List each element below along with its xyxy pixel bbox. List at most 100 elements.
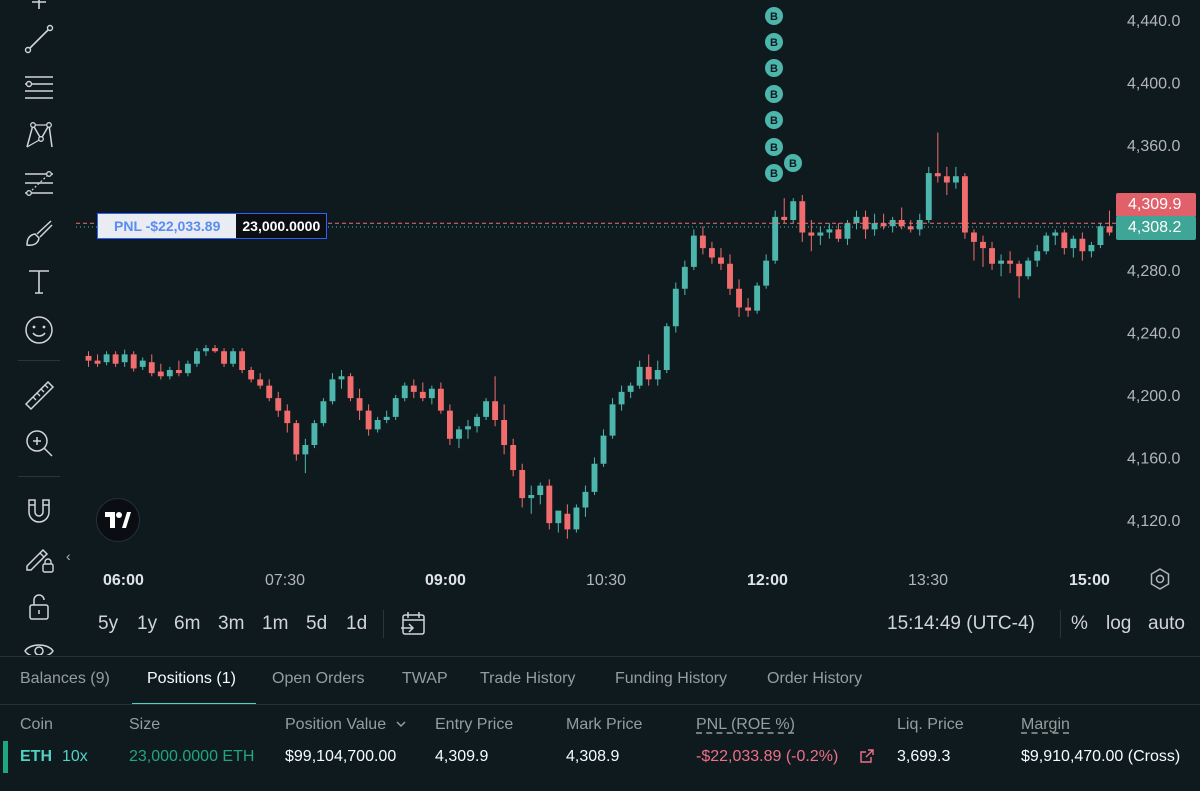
- emoji-icon[interactable]: [18, 309, 60, 351]
- time-range-bar: 5y 1y 6m 3m 1m 5d 1d % log auto: [0, 600, 1200, 650]
- chart-clock[interactable]: 15:14:49 (UTC-4): [887, 613, 1035, 634]
- candle-body: [519, 470, 526, 499]
- y-axis-tick-label: 4,240.0: [1127, 326, 1180, 343]
- range-1d-button[interactable]: 1d: [346, 613, 368, 634]
- range-1m-button[interactable]: 1m: [262, 613, 289, 634]
- unlock-icon[interactable]: [18, 585, 60, 627]
- brush-icon[interactable]: [18, 212, 60, 254]
- candle-body: [799, 201, 806, 233]
- buy-marker: [784, 154, 802, 172]
- range-6m-button[interactable]: 6m: [174, 613, 201, 634]
- candle-body: [636, 366, 643, 386]
- candle-body: [356, 398, 363, 411]
- magnet-icon[interactable]: [18, 489, 60, 531]
- y-axis-tick-label: 4,400.0: [1127, 76, 1180, 93]
- header-position-value[interactable]: Position Value: [285, 716, 407, 734]
- header-entry-price: Entry Price: [435, 716, 514, 733]
- candle-body: [1106, 226, 1113, 233]
- buy-marker: [765, 59, 783, 77]
- tab-balances[interactable]: Balances (9): [20, 670, 110, 687]
- tab-open-orders[interactable]: Open Orders: [272, 670, 365, 687]
- horizontal-lines-icon[interactable]: [18, 66, 60, 108]
- tab-twap[interactable]: TWAP: [402, 670, 448, 687]
- candle-body: [121, 354, 128, 363]
- eye-icon[interactable]: [18, 633, 60, 655]
- text-icon[interactable]: [18, 260, 60, 302]
- tab-funding-history[interactable]: Funding History: [615, 670, 728, 687]
- candle-body: [302, 445, 309, 455]
- go-to-date-icon[interactable]: [399, 610, 427, 638]
- candle-body: [1016, 263, 1023, 277]
- y-axis-tick-label: 4,280.0: [1127, 263, 1180, 280]
- candle-body: [221, 351, 227, 364]
- pattern-icon[interactable]: [18, 114, 60, 156]
- candle-body: [501, 420, 508, 445]
- candle-body: [781, 216, 788, 220]
- position-entry-price: 4,309.9: [435, 748, 489, 765]
- share-pnl-icon[interactable]: [860, 749, 874, 763]
- x-axis-tick-label: 12:00: [747, 572, 788, 589]
- candle-body: [528, 495, 535, 499]
- candle-body: [130, 354, 137, 369]
- range-3m-button[interactable]: 3m: [218, 613, 245, 634]
- candle-body: [880, 223, 887, 227]
- position-coin[interactable]: ETH: [20, 748, 52, 765]
- x-axis-tick-label: 10:30: [586, 572, 626, 589]
- candle-body: [853, 216, 860, 224]
- percent-scale-button[interactable]: %: [1071, 613, 1088, 634]
- lock-drawings-icon[interactable]: [18, 537, 60, 579]
- tradingview-logo[interactable]: [96, 498, 140, 542]
- candle-body: [663, 326, 670, 370]
- candle-body: [699, 235, 706, 249]
- candle-body: [410, 385, 417, 392]
- header-position-value-label: Position Value: [285, 716, 387, 733]
- position-liq-price: 3,699.3: [897, 748, 951, 765]
- candle-body: [645, 366, 652, 380]
- candle-body: [907, 226, 914, 230]
- pnl-label: PNL -$22,033.89: [98, 214, 237, 238]
- range-1y-button[interactable]: 1y: [137, 613, 158, 634]
- candle-body: [754, 285, 761, 311]
- candle-body: [989, 248, 995, 264]
- candle-body: [284, 410, 291, 424]
- ruler-icon[interactable]: [18, 374, 60, 416]
- pnl-position-box[interactable]: PNL -$22,033.89 23,000.0000: [97, 213, 328, 239]
- zoom-in-icon[interactable]: [18, 422, 60, 464]
- x-axis-tick-label: 09:00: [425, 572, 466, 589]
- tab-trade-history[interactable]: Trade History: [480, 670, 576, 687]
- range-5y-button[interactable]: 5y: [98, 613, 119, 634]
- auto-scale-button[interactable]: auto: [1148, 613, 1185, 634]
- crosshair-icon[interactable]: [18, 0, 60, 30]
- range-divider: [1060, 610, 1061, 638]
- candle-body: [492, 401, 499, 420]
- chart-settings-icon[interactable]: [1148, 567, 1172, 591]
- position-leverage: 10x: [62, 748, 88, 765]
- price-chart[interactable]: 4,440.0 4,400.0 4,360.0 4,280.0 4,240.0 4,200…: [76, 0, 1200, 600]
- candle-body: [257, 379, 264, 386]
- candle-body: [1061, 232, 1068, 249]
- position-pnl: -$22,033.89 (-0.2%): [696, 748, 839, 765]
- collapse-toolbar-icon[interactable]: ‹: [66, 548, 71, 564]
- candle-body: [618, 391, 625, 405]
- trend-line-icon[interactable]: [18, 17, 60, 59]
- header-margin[interactable]: Margin: [1021, 716, 1070, 733]
- tab-positions[interactable]: Positions (1): [147, 670, 236, 687]
- candle-body: [709, 248, 715, 258]
- fib-retracement-icon[interactable]: [18, 163, 60, 205]
- buy-marker-label: B: [770, 89, 778, 101]
- panel-divider: [0, 704, 1200, 705]
- candle-body: [980, 241, 986, 249]
- tab-order-history[interactable]: Order History: [767, 670, 863, 687]
- candle-body: [1079, 238, 1086, 252]
- buy-marker-label: B: [770, 37, 778, 49]
- log-scale-button[interactable]: log: [1106, 613, 1132, 634]
- buy-marker: [765, 7, 783, 25]
- candle-body: [437, 388, 444, 411]
- candle-body: [555, 510, 562, 524]
- range-5d-button[interactable]: 5d: [306, 613, 328, 634]
- account-panel: Balances (9) Positions (1) Open Orders T…: [0, 656, 1200, 791]
- header-pnl[interactable]: PNL (ROE %): [696, 716, 795, 733]
- candle-body: [943, 176, 950, 183]
- candle-body: [727, 263, 733, 289]
